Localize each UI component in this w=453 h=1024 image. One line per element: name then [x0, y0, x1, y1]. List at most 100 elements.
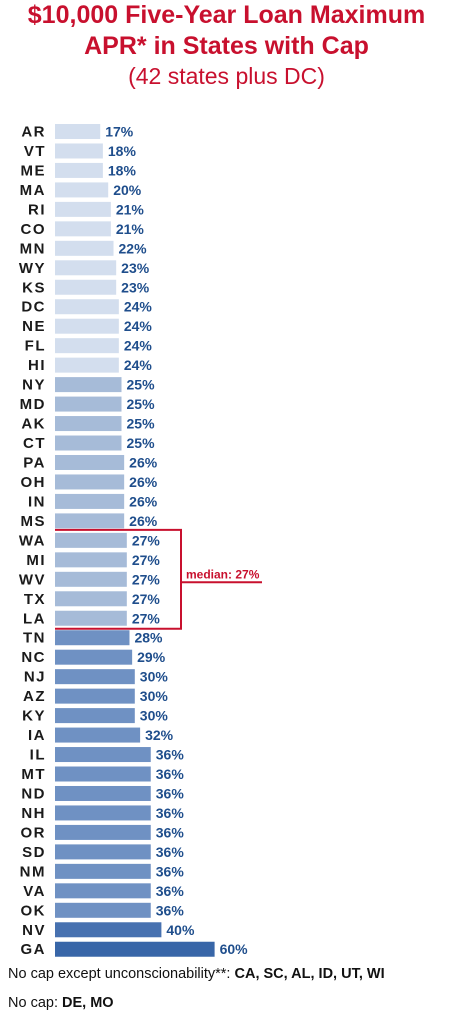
bar-nm — [55, 863, 151, 879]
value-label-fl: 24% — [124, 338, 153, 354]
bar-sd — [55, 844, 151, 860]
bar-pa — [55, 454, 125, 470]
value-label-nm: 36% — [156, 863, 185, 879]
chart-title-block: $10,000 Five-Year Loan Maximum APR* in S… — [0, 0, 453, 90]
value-label-ok: 36% — [156, 902, 185, 918]
value-label-nv: 40% — [166, 922, 195, 938]
category-label-mn: MN — [20, 240, 46, 257]
category-label-mi: MI — [26, 552, 46, 569]
bar-la — [55, 610, 127, 626]
value-label-ar: 17% — [105, 124, 134, 140]
footnote-no-cap-except: No cap except unconscionability**: CA, S… — [8, 966, 385, 982]
bar-mn — [55, 240, 114, 256]
category-label-ar: AR — [21, 124, 46, 141]
category-label-nd: ND — [21, 785, 46, 802]
bar-fl — [55, 338, 119, 354]
category-label-wv: WV — [19, 571, 46, 588]
category-label-dc: DC — [21, 299, 46, 316]
bar-or — [55, 824, 151, 840]
bar-ct — [55, 435, 122, 451]
bar-nj — [55, 669, 135, 685]
category-label-md: MD — [20, 396, 46, 413]
value-label-ia: 32% — [145, 727, 174, 743]
bar-nh — [55, 805, 151, 821]
value-label-tn: 28% — [134, 630, 163, 646]
category-label-me: ME — [21, 162, 47, 179]
category-label-nc: NC — [21, 649, 46, 666]
value-label-ne: 24% — [124, 318, 153, 334]
footnote-no-cap-except-text: No cap except unconscionability**: — [8, 966, 235, 982]
category-label-nm: NM — [20, 863, 46, 880]
median-label: median: 27% — [186, 567, 260, 581]
chart-title-line-2: APR* in States with Cap — [84, 32, 369, 60]
category-label-tx: TX — [24, 591, 46, 608]
median-bracket — [55, 528, 182, 630]
category-label-or: OR — [21, 824, 47, 841]
category-label-ok: OK — [21, 902, 47, 919]
category-label-mt: MT — [21, 766, 46, 783]
category-label-il: IL — [30, 747, 46, 764]
category-label-ne: NE — [22, 318, 46, 335]
category-label-fl: FL — [25, 338, 46, 355]
category-label-ny: NY — [22, 377, 46, 394]
bar-mi — [55, 552, 127, 568]
bar-ky — [55, 708, 135, 724]
value-label-mn: 22% — [119, 240, 148, 256]
value-label-ks: 23% — [121, 279, 150, 295]
category-label-wa: WA — [19, 532, 46, 549]
bar-wv — [55, 571, 127, 587]
value-label-ri: 21% — [116, 201, 145, 217]
category-label-ri: RI — [28, 201, 46, 218]
category-label-ms: MS — [21, 513, 47, 530]
category-label-wy: WY — [19, 260, 46, 277]
bar-az — [55, 688, 135, 704]
bar-in — [55, 493, 125, 509]
footnote-no-cap-text: No cap: — [8, 995, 62, 1011]
value-label-co: 21% — [116, 221, 145, 237]
value-label-ny: 25% — [127, 377, 156, 393]
footnote-no-cap: No cap: DE, MO — [8, 995, 114, 1011]
value-label-il: 36% — [156, 747, 185, 763]
value-label-wa: 27% — [132, 532, 161, 548]
bar-oh — [55, 474, 125, 490]
value-label-va: 36% — [156, 883, 185, 899]
value-label-az: 30% — [140, 688, 169, 704]
bar-hi — [55, 357, 119, 373]
category-label-tn: TN — [23, 630, 46, 647]
category-label-ga: GA — [21, 941, 47, 958]
value-label-ga: 60% — [220, 941, 249, 957]
footnote-no-cap-except-states: CA, SC, AL, ID, UT, WI — [234, 966, 385, 982]
value-label-ct: 25% — [127, 435, 156, 451]
value-label-nh: 36% — [156, 805, 185, 821]
value-label-nd: 36% — [156, 785, 185, 801]
value-label-mi: 27% — [132, 552, 161, 568]
category-label-vt: VT — [24, 143, 46, 160]
category-label-ia: IA — [28, 727, 46, 744]
category-label-nj: NJ — [24, 669, 46, 686]
value-label-sd: 36% — [156, 844, 185, 860]
bar-nd — [55, 785, 151, 801]
value-label-la: 27% — [132, 610, 161, 626]
category-label-va: VA — [23, 883, 46, 900]
chart-subtitle: (42 states plus DC) — [128, 63, 325, 89]
bar-dc — [55, 299, 119, 315]
bar-nc — [55, 649, 133, 665]
category-label-oh: OH — [21, 474, 47, 491]
bar-me — [55, 162, 103, 178]
value-label-oh: 26% — [129, 474, 158, 490]
category-label-sd: SD — [22, 844, 46, 861]
bar-co — [55, 221, 111, 237]
value-label-ms: 26% — [129, 513, 158, 529]
bar-ak — [55, 416, 122, 432]
category-label-co: CO — [21, 221, 47, 238]
bar-ne — [55, 318, 119, 334]
bar-nv — [55, 922, 162, 938]
value-label-hi: 24% — [124, 357, 153, 373]
value-label-mt: 36% — [156, 766, 185, 782]
bar-md — [55, 396, 122, 412]
category-label-ks: KS — [22, 279, 46, 296]
category-label-nv: NV — [22, 922, 46, 939]
value-label-md: 25% — [127, 396, 156, 412]
chart-title-line-1: $10,000 Five-Year Loan Maximum — [27, 1, 426, 29]
